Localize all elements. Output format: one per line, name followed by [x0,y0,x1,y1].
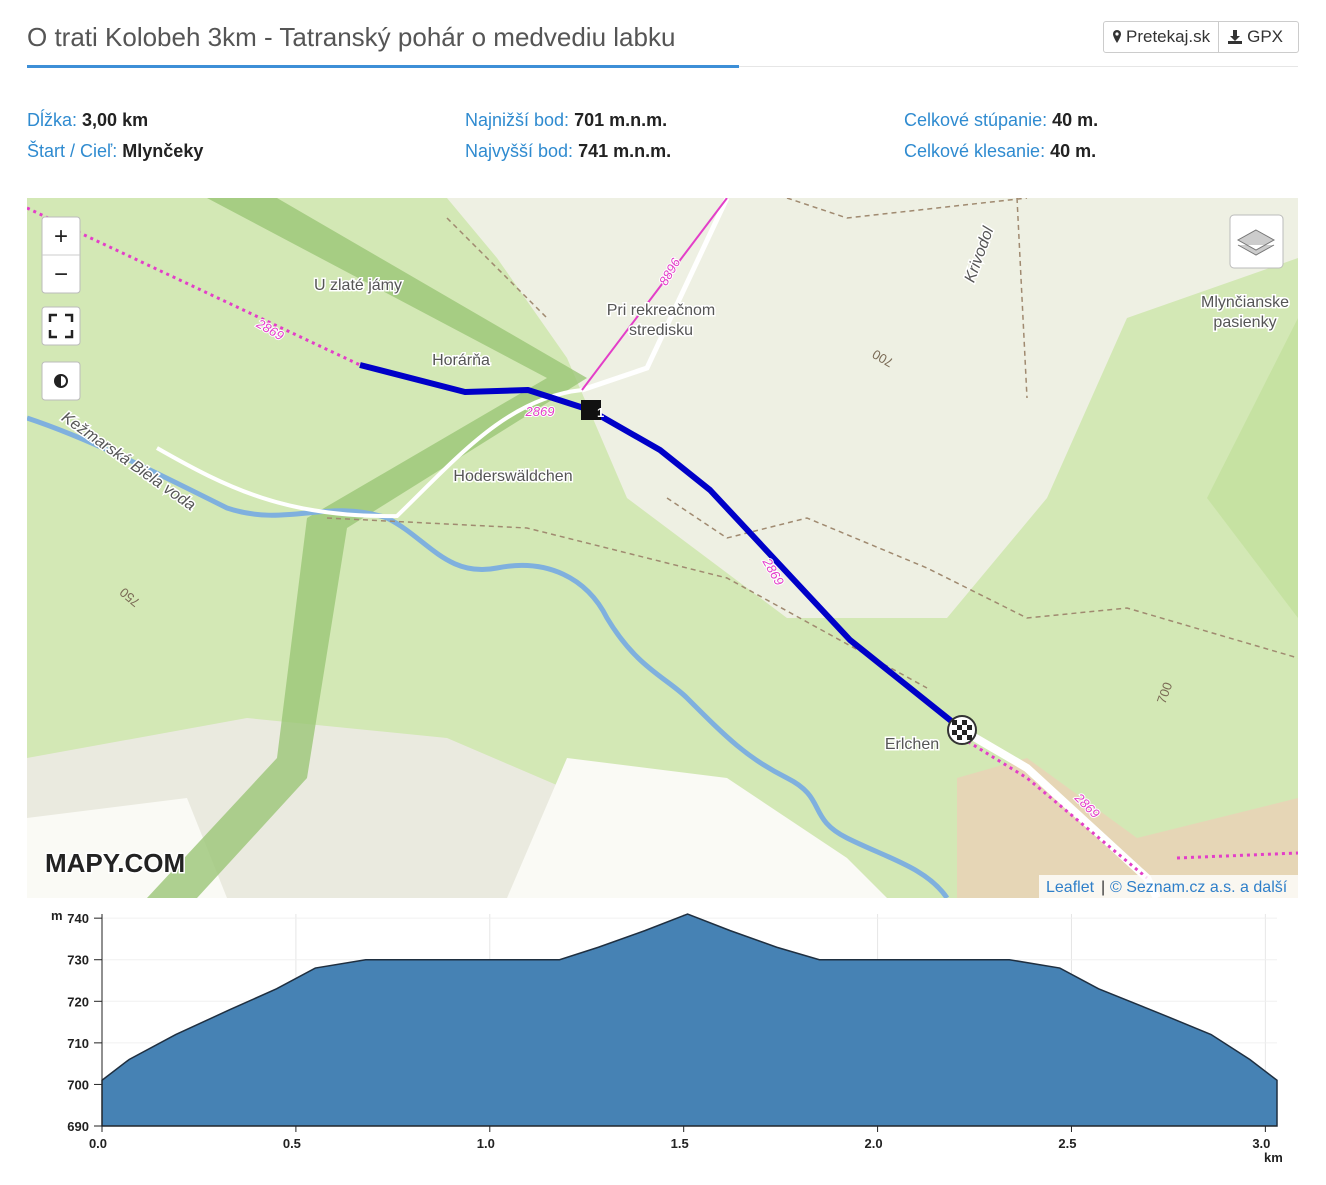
stat-label: Najvyšší bod: [465,141,574,161]
map-label: Hoderswäldchen [453,468,572,485]
x-tick-label: 2.5 [1058,1136,1076,1151]
river [27,415,950,898]
road-number: 2869 [525,404,555,419]
stat: Celkové stúpanie: 40 m. [904,110,1098,131]
route [359,362,964,733]
pin-icon [1113,30,1121,43]
x-tick-label: 0.0 [89,1136,107,1151]
zoom-out[interactable]: − [54,261,68,288]
download-icon [1228,30,1243,44]
map[interactable]: 1 U zlaté jámy Horárňa Pri rekreačnom st… [27,198,1298,898]
finish-checker [952,720,972,740]
road [581,198,730,393]
start-marker-label: 1 [597,405,604,420]
stat-value: 3,00 km [82,110,149,130]
y-tick-label: 740 [67,911,89,926]
zoom-in[interactable]: + [54,223,68,250]
stat-value: Mlynčeky [122,141,204,161]
stat-label: Dĺžka: [27,110,78,130]
attribution-link[interactable]: Leaflet [1046,879,1095,896]
stat: Celkové klesanie: 40 m. [904,141,1096,162]
map-label: Horárňa [432,352,490,369]
x-unit: km [1264,1150,1283,1165]
map-label: pasienky [1213,314,1276,331]
y-tick-label: 710 [67,1036,89,1051]
attribution-box [1039,875,1298,898]
track [326,198,1298,689]
stat: Najnižší bod: 701 m.n.m. [465,110,667,131]
x-tick-label: 3.0 [1252,1136,1270,1151]
x-tick-label: 1.5 [671,1136,689,1151]
map-logo: MAPY.COM [45,848,185,878]
y-unit: m [51,908,63,923]
map-label: stredisku [629,322,693,339]
pretekaj-button[interactable]: Pretekaj.sk [1104,22,1218,52]
meadow [447,198,1298,618]
stat-value: 701 m.n.m. [574,110,668,130]
title-underline [27,65,739,68]
elevation-area [101,913,1278,1127]
map-label: U zlaté jámy [314,277,402,294]
stat-label: Celkové stúpanie: [904,110,1048,130]
stat: Najvyšší bod: 741 m.n.m. [465,141,671,162]
x-tick-label: 0.5 [283,1136,301,1151]
stat-label: Štart / Cieľ: [27,141,118,161]
stat: Štart / Cieľ: Mlynčeky [27,141,203,162]
attribution-separator: | [1101,879,1105,896]
zoom-control: + − [41,216,81,294]
map-label: Mlynčianske [1201,294,1289,311]
layers-icon [1236,229,1276,256]
residential [957,758,1298,898]
stat-label: Najnižší bod: [465,110,570,130]
fullscreen-icon [48,313,74,339]
stat-value: 741 m.n.m. [578,141,672,161]
map-label: Pri rekreačnom [607,302,715,319]
button-label: GPX [1247,27,1283,46]
button-group: Pretekaj.sk GPX [1103,21,1299,53]
road-highlight [581,198,728,391]
x-tick-label: 2.0 [865,1136,883,1151]
page-title: O trati Kolobeh 3km - Tatranský pohár o … [27,22,676,52]
stat-value: 40 m. [1050,141,1097,161]
map-label: Erlchen [885,736,939,753]
road [156,388,583,519]
stat: Dĺžka: 3,00 km [27,110,148,131]
start-marker [581,400,601,420]
fullscreen-button[interactable] [41,306,81,346]
y-tick-label: 690 [67,1119,89,1134]
x-tick-label: 1.0 [477,1136,495,1151]
stat-label: Celkové klesanie: [904,141,1046,161]
stat-value: 40 m. [1052,110,1099,130]
meadow [507,758,887,898]
y-tick-label: 730 [67,953,89,968]
gpx-button[interactable]: GPX [1218,22,1291,52]
y-tick-label: 700 [67,1077,89,1092]
attribution-link[interactable]: © Seznam.cz a.s. a další [1110,879,1288,896]
button-label: Pretekaj.sk [1126,27,1211,46]
y-tick-label: 720 [67,994,89,1009]
header-rule [739,66,1298,67]
contour-label: 700 [1154,680,1176,706]
elevation-chart: 0.0 0.5 1.0 1.5 2.0 2.5 3.0 690 700 710 720 730 740 m… [51,908,1283,1165]
forest [1207,318,1298,618]
cycle-path [27,206,1298,880]
